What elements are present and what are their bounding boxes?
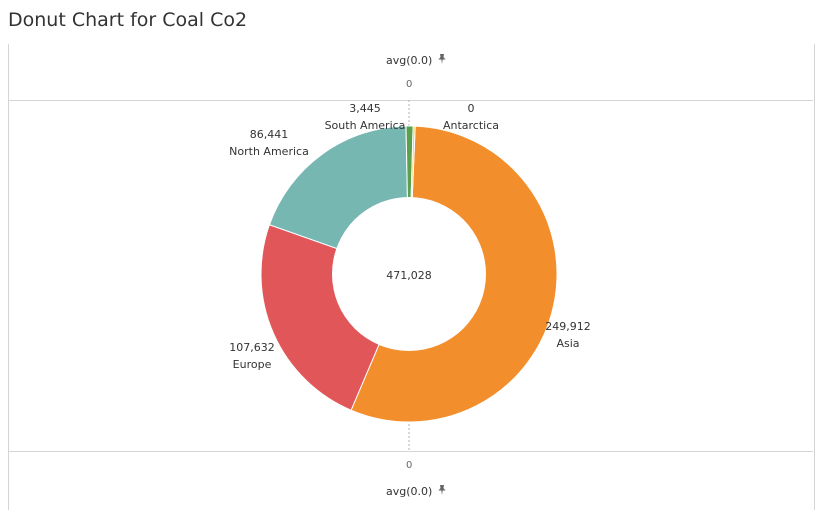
slice-value-label: 249,912 — [545, 320, 591, 333]
pin-icon[interactable] — [436, 484, 448, 499]
donut-center-label: 471,028 — [386, 269, 432, 282]
slice-category-label: Europe — [233, 358, 272, 371]
slice-value-label: 86,441 — [250, 128, 289, 141]
pin-icon[interactable] — [436, 53, 448, 68]
top-axis-title[interactable]: avg(0.0) — [386, 53, 448, 68]
slice-value-label: 0 — [468, 102, 475, 115]
page-title: Donut Chart for Coal Co2 — [8, 9, 248, 31]
slice-value-label: 107,632 — [229, 341, 275, 354]
bottom-divider — [8, 451, 813, 452]
chart-pane — [8, 44, 815, 510]
top-divider — [8, 100, 813, 101]
donut-hole — [332, 197, 486, 351]
slice-value-label: 3,445 — [349, 102, 381, 115]
top-axis-label: avg(0.0) — [386, 54, 433, 67]
slice-category-label: North America — [229, 145, 309, 158]
slice-category-label: Antarctica — [443, 119, 499, 132]
slice-category-label: Asia — [556, 337, 579, 350]
bottom-axis-label: avg(0.0) — [386, 485, 433, 498]
bottom-axis-title[interactable]: avg(0.0) — [386, 484, 448, 499]
slice-category-label: South America — [325, 119, 406, 132]
bottom-axis-tick: 0 — [406, 460, 413, 471]
top-axis-tick: 0 — [406, 79, 413, 90]
